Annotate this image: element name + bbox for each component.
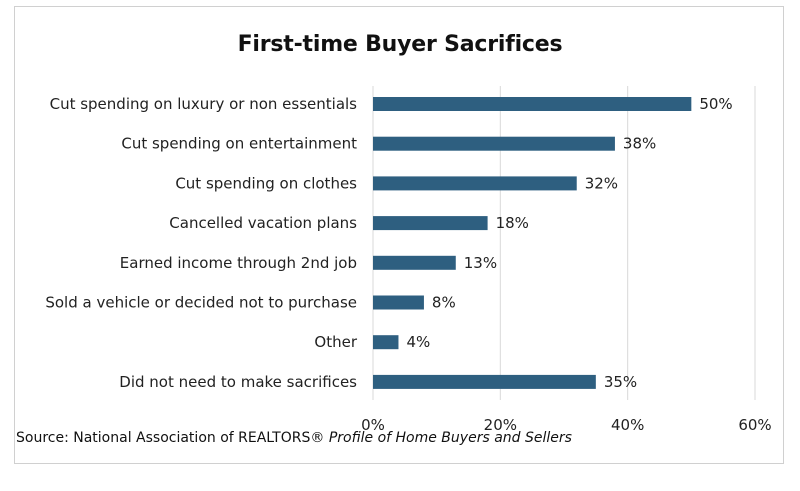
x-tick-label: 20% bbox=[484, 416, 517, 434]
bars bbox=[373, 97, 692, 389]
bar bbox=[373, 216, 488, 231]
category-label: Did not need to make sacrifices bbox=[119, 373, 357, 391]
x-tick-label: 60% bbox=[738, 416, 771, 434]
source-prefix: Source: National Association of REALTORS… bbox=[16, 430, 329, 446]
labels: 0% 20% 40% 60% Cut spending on luxury or non… bbox=[45, 95, 771, 434]
value-label: 8% bbox=[432, 294, 456, 312]
bar bbox=[373, 176, 577, 191]
source-publication: Profile of Home Buyers and Sellers bbox=[328, 430, 572, 446]
category-label: Cut spending on entertainment bbox=[121, 135, 357, 153]
value-label: 35% bbox=[604, 373, 637, 391]
x-tick-label: 0% bbox=[361, 416, 385, 434]
value-label: 50% bbox=[699, 95, 732, 113]
category-label: Cancelled vacation plans bbox=[169, 214, 357, 232]
value-label: 38% bbox=[623, 135, 656, 153]
value-label: 13% bbox=[464, 254, 497, 272]
source-note: Source: National Association of REALTORS… bbox=[16, 430, 572, 446]
category-label: Cut spending on clothes bbox=[175, 174, 357, 192]
value-label: 32% bbox=[585, 174, 618, 192]
category-label: Sold a vehicle or decided not to purchas… bbox=[45, 294, 357, 312]
gridlines bbox=[372, 86, 756, 400]
category-label: Cut spending on luxury or non essentials bbox=[50, 95, 358, 113]
bar bbox=[373, 255, 456, 270]
bar bbox=[373, 136, 615, 151]
bar bbox=[373, 97, 692, 111]
value-label: 4% bbox=[406, 333, 430, 351]
bar bbox=[373, 374, 596, 389]
x-tick-label: 40% bbox=[611, 416, 644, 434]
category-label: Other bbox=[314, 333, 357, 351]
bar bbox=[373, 335, 399, 350]
chart-title: First-time Buyer Sacrifices bbox=[237, 32, 563, 57]
bar bbox=[373, 295, 424, 310]
value-label: 18% bbox=[496, 214, 529, 232]
category-label: Earned income through 2nd job bbox=[120, 254, 357, 272]
